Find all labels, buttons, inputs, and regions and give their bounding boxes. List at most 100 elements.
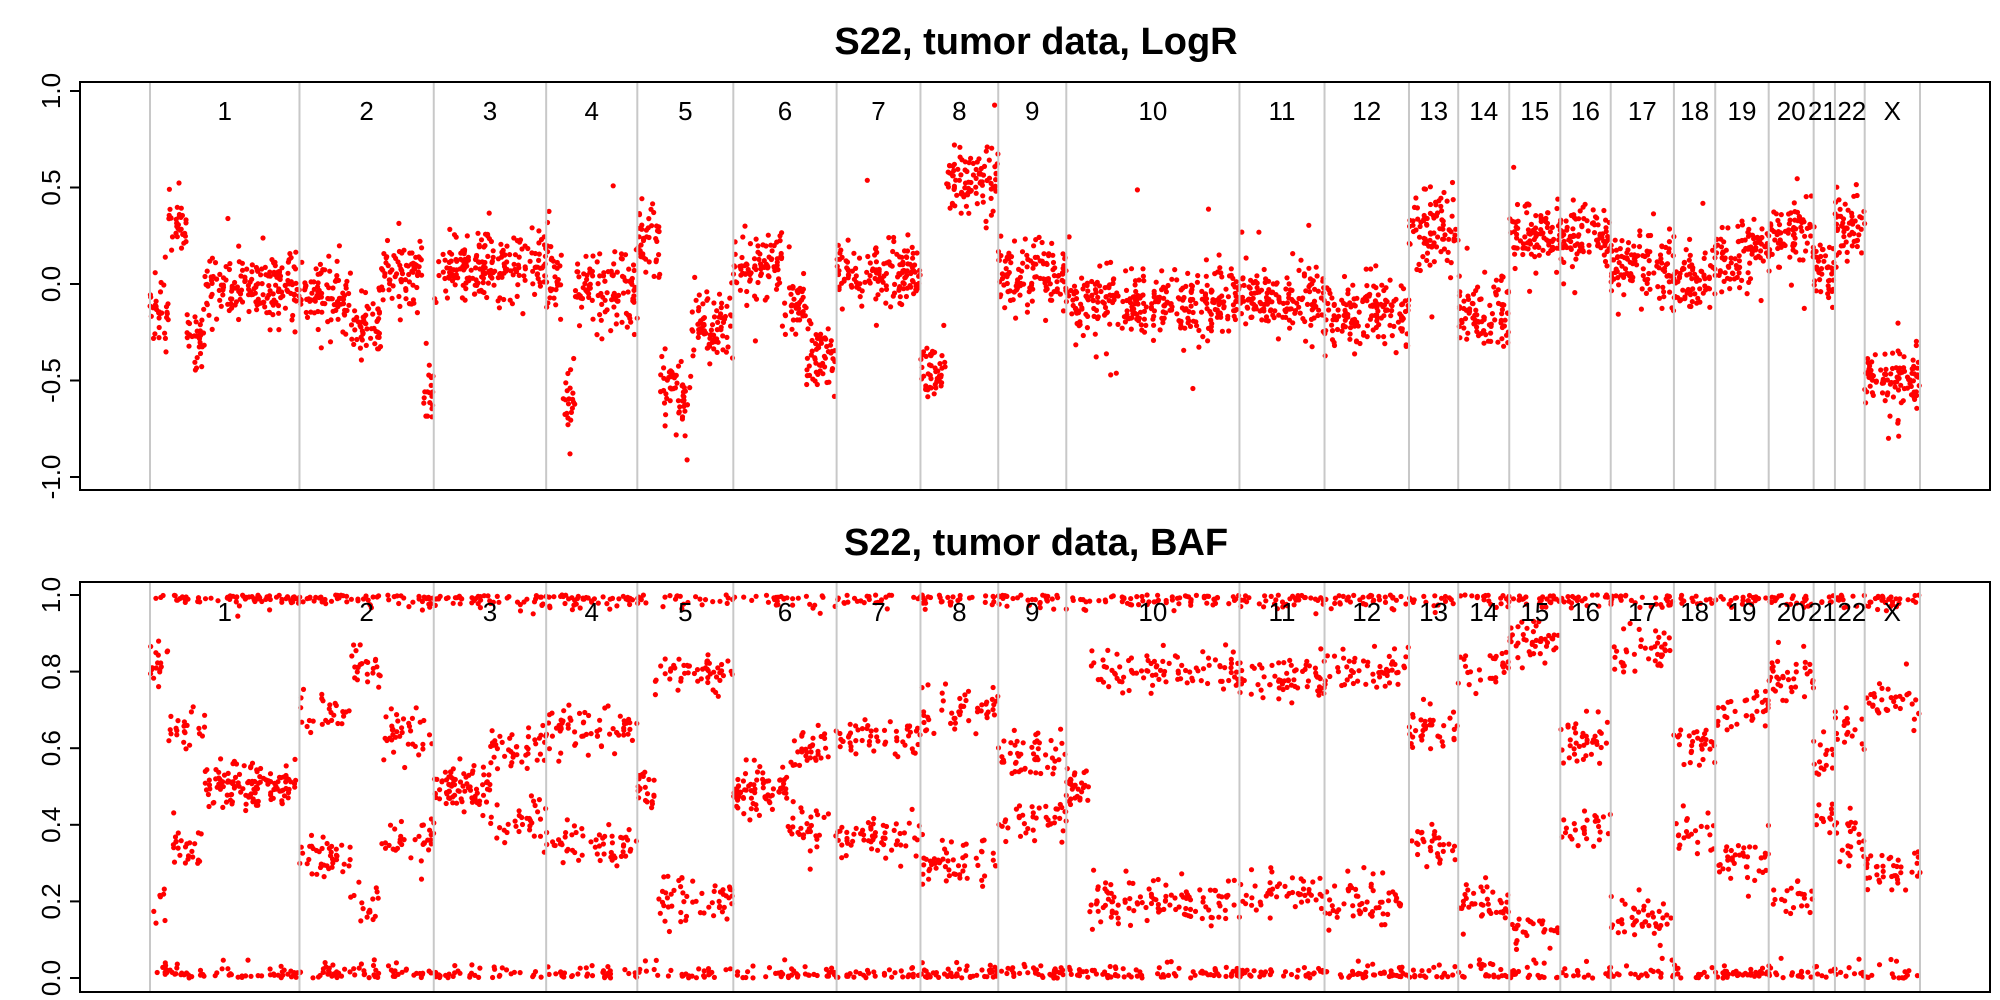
logr-point [436, 272, 442, 279]
baf-point [572, 597, 578, 603]
logr-point [777, 280, 783, 286]
logr-point [1651, 270, 1657, 276]
logr-point [1271, 315, 1277, 321]
logr-point [1148, 306, 1154, 312]
baf-point [340, 869, 346, 875]
logr-point [1100, 299, 1106, 305]
logr-point [1625, 247, 1631, 253]
logr-point [1364, 283, 1370, 289]
logr-point [1630, 261, 1636, 267]
logr-point [166, 186, 172, 192]
logr-point [1759, 226, 1765, 232]
logr-point [575, 261, 581, 267]
baf-point [511, 969, 517, 975]
logr-point [1590, 207, 1596, 213]
logr-point [486, 210, 492, 216]
logr-point [1151, 322, 1157, 328]
baf-point [844, 972, 850, 978]
logr-point [903, 293, 910, 300]
logr-point [1895, 387, 1902, 393]
baf-point [450, 600, 456, 606]
baf-point [1177, 595, 1183, 601]
logr-point [354, 336, 360, 343]
logr-point [405, 263, 411, 269]
baf-point [1313, 611, 1319, 617]
logr-point [1602, 243, 1608, 249]
logr-point [453, 272, 459, 278]
logr-point [551, 295, 557, 301]
logr-point [711, 314, 718, 320]
logr-point [1119, 325, 1125, 331]
logr-point [1372, 298, 1378, 304]
logr-point [1163, 289, 1169, 295]
baf-point [175, 845, 181, 851]
baf-point [538, 974, 544, 980]
logr-point [1228, 272, 1234, 278]
baf-point [151, 675, 157, 681]
logr-point [742, 223, 748, 229]
logr-point [341, 311, 347, 317]
baf-point [354, 669, 360, 675]
logr-point [370, 311, 376, 317]
logr-point [1080, 286, 1086, 292]
logr-point [187, 332, 193, 338]
logr-point [558, 252, 564, 258]
baf-point [341, 861, 347, 867]
logr-point [152, 302, 158, 308]
logr-point [744, 302, 750, 308]
logr-point [599, 336, 605, 342]
logr-point [220, 275, 227, 281]
logr-point [822, 335, 828, 341]
logr-point [1793, 226, 1799, 232]
logr-point [1399, 326, 1405, 332]
baf-point [333, 971, 339, 977]
logr-point [217, 271, 223, 277]
baf-point [154, 969, 160, 976]
logr-point [865, 253, 871, 260]
logr-point [1481, 340, 1487, 346]
logr-point [1533, 230, 1539, 236]
logr-point [1828, 265, 1834, 271]
baf-point [1294, 974, 1300, 980]
baf-point [206, 803, 212, 810]
logr-point [1570, 197, 1576, 203]
baf-point [1018, 592, 1024, 598]
logr-point [1660, 284, 1666, 290]
logr-point [590, 316, 596, 322]
logr-point [715, 319, 721, 325]
logr-point [568, 367, 574, 373]
logr-point [673, 432, 679, 438]
logr-point [788, 309, 795, 315]
baf-point [1431, 964, 1437, 970]
logr-point [1720, 249, 1726, 255]
logr-point [1465, 296, 1472, 302]
baf-point [1102, 597, 1108, 603]
logr-point [1335, 307, 1341, 313]
logr-point [1821, 258, 1827, 264]
logr-point [808, 352, 814, 358]
logr-point [602, 297, 608, 303]
logr-point [499, 274, 505, 280]
logr-point [1745, 270, 1751, 276]
logr-point [1778, 212, 1784, 218]
logr-point [1090, 298, 1096, 304]
logr-point [1836, 197, 1842, 203]
logr-point [1753, 245, 1759, 251]
baf-point [167, 727, 173, 733]
baf-point [1778, 955, 1784, 961]
logr-point [498, 241, 504, 247]
logr-point [640, 251, 646, 257]
logr-point [1438, 249, 1444, 255]
logr-point [1746, 226, 1752, 232]
logr-point [1374, 315, 1380, 321]
logr-point [1054, 279, 1060, 285]
logr-point [696, 292, 702, 298]
logr-point [442, 275, 448, 282]
logr-point [604, 290, 610, 296]
logr-point [384, 237, 391, 244]
logr-point [1033, 261, 1039, 267]
logr-point [1631, 243, 1637, 249]
baf-point [399, 725, 405, 731]
baf-point [457, 601, 463, 607]
logr-point [747, 241, 754, 247]
